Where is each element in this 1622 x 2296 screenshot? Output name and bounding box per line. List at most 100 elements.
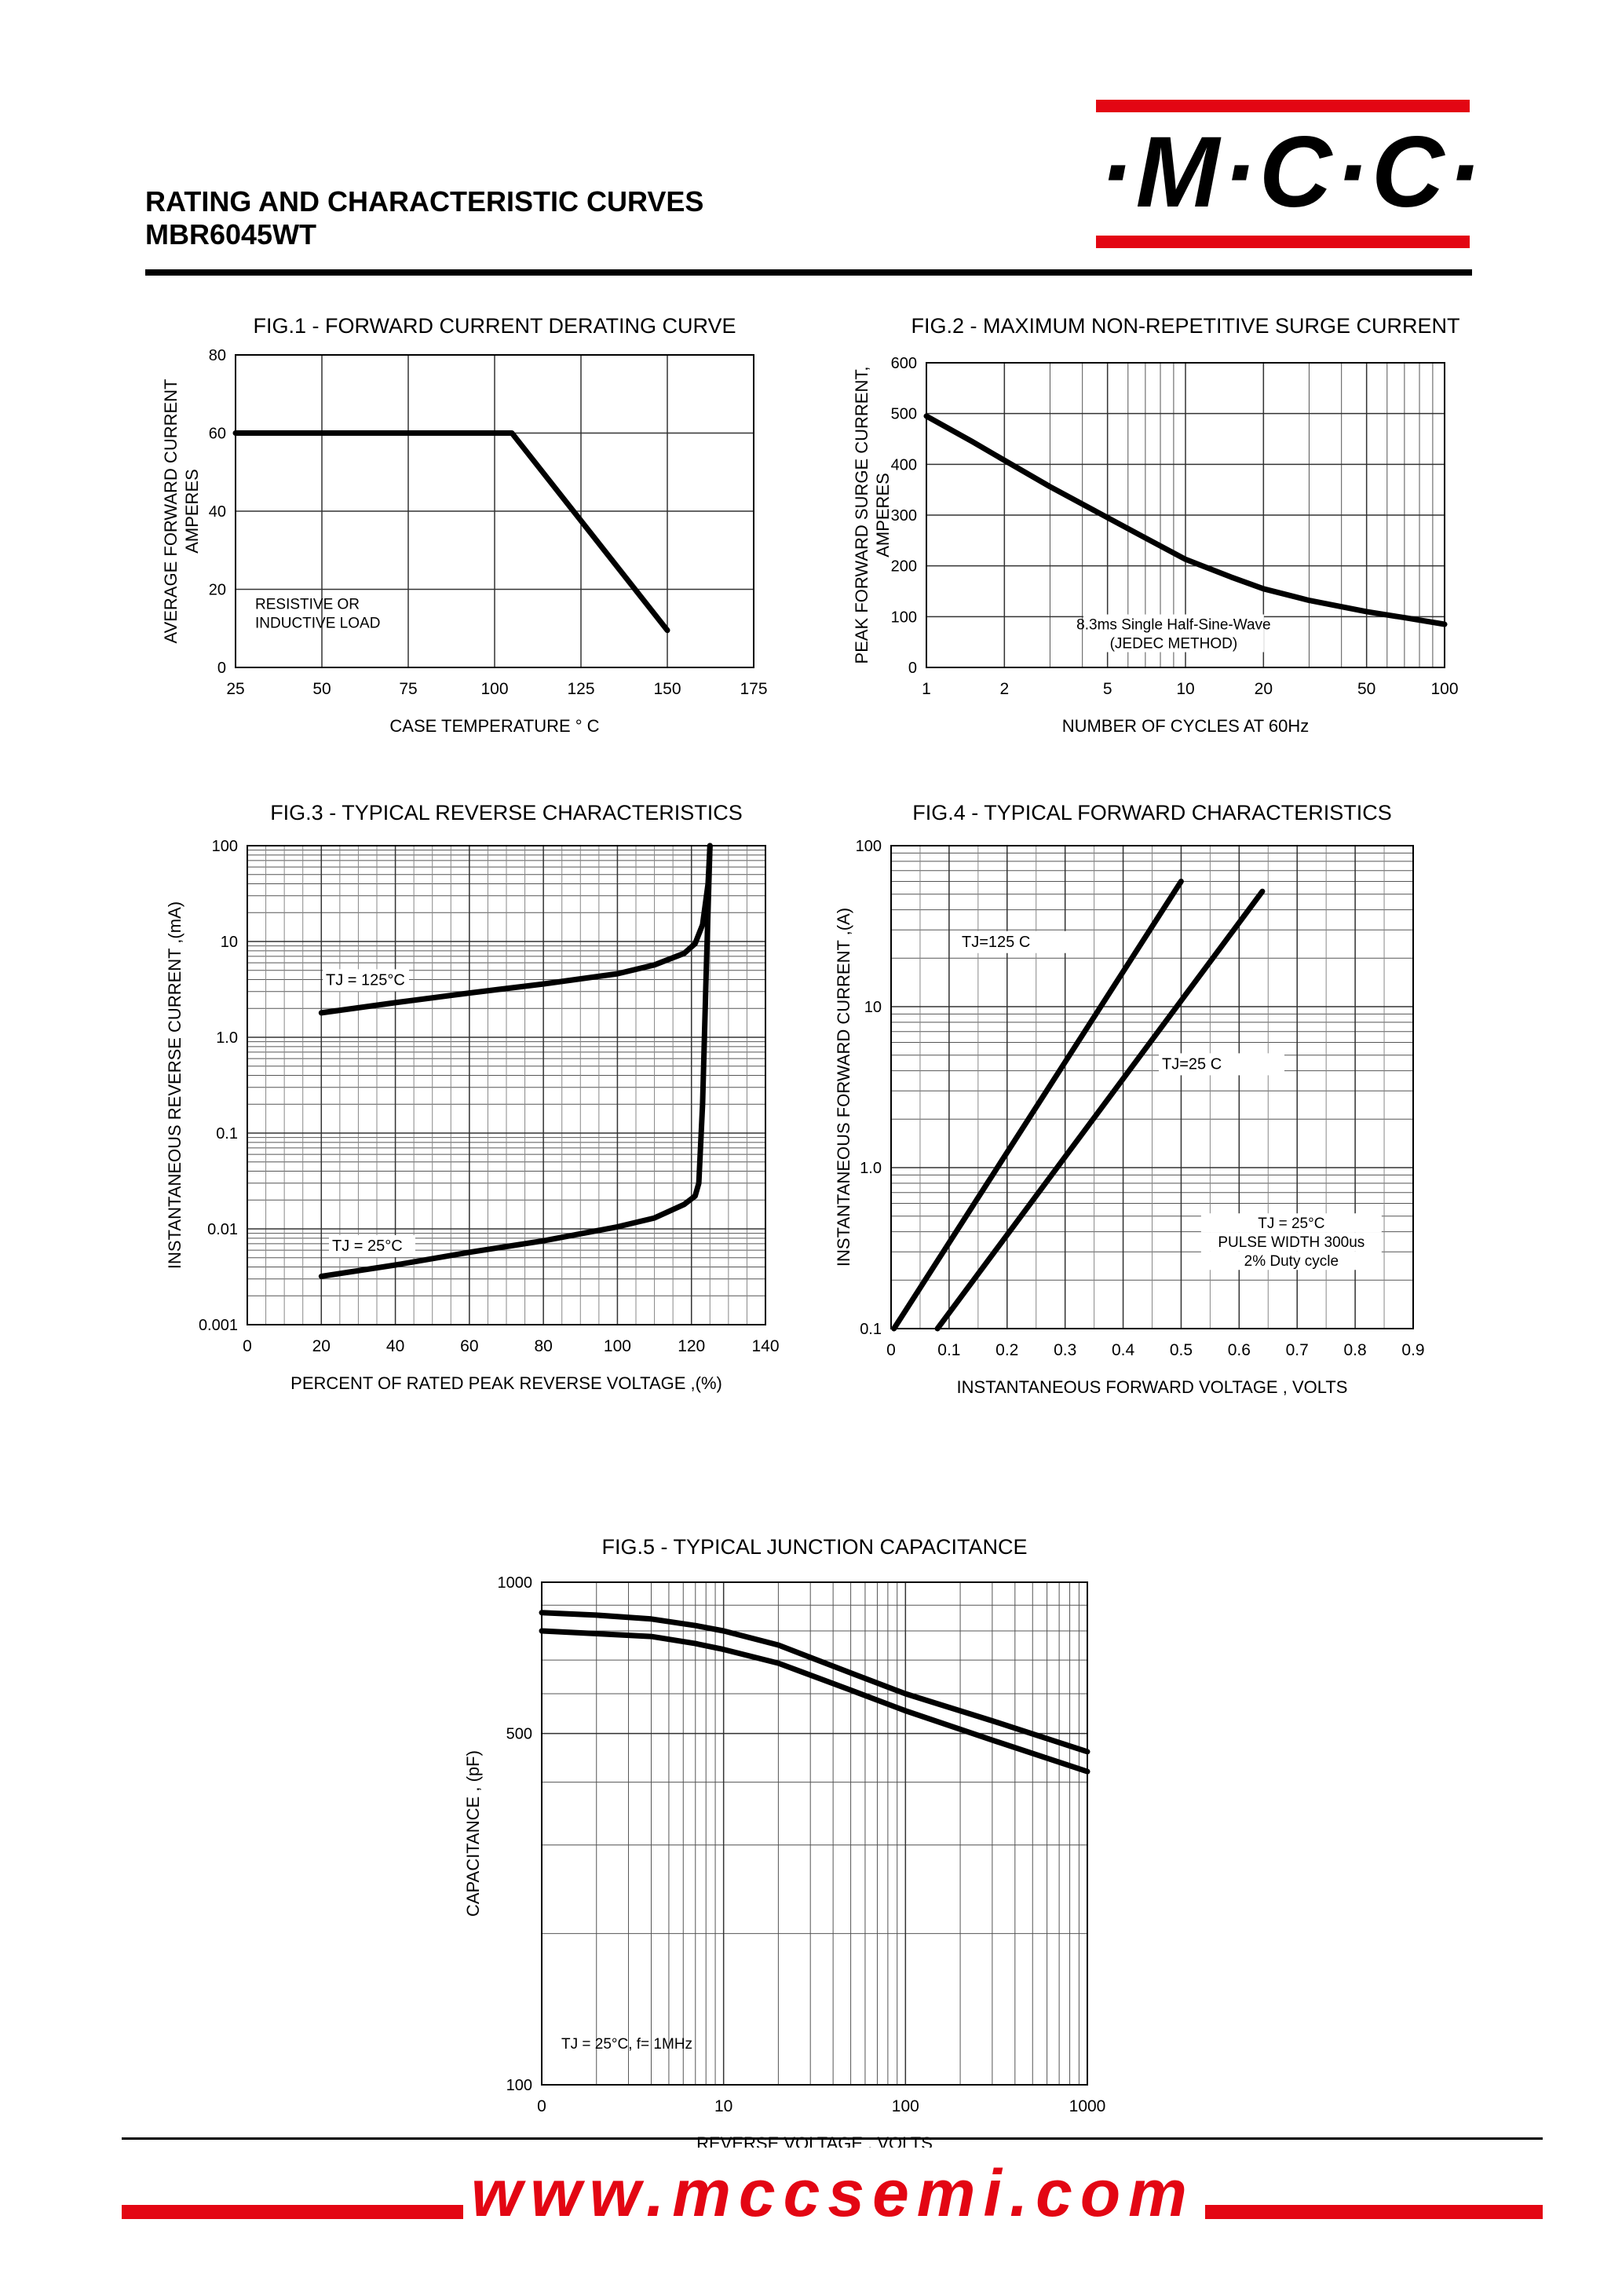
y-axis-label-line1: AVERAGE FORWARD CURRENT xyxy=(161,379,181,644)
x-tick-label: 0.3 xyxy=(1054,1341,1076,1359)
x-axis-label: PERCENT OF RATED PEAK REVERSE VOLTAGE ,(… xyxy=(290,1373,722,1393)
x-tick-label: 2 xyxy=(999,680,1009,698)
chart-annotation: PULSE WIDTH 300us xyxy=(1218,1234,1364,1251)
footer-divider xyxy=(122,2137,1543,2140)
footer-right-bar xyxy=(1205,2205,1543,2219)
logo-bottom-bar xyxy=(1096,236,1470,248)
y-tick-label: 1.0 xyxy=(216,1029,238,1047)
chart-title: FIG.2 - MAXIMUM NON-REPETITIVE SURGE CUR… xyxy=(911,314,1459,338)
x-tick-label: 40 xyxy=(386,1337,404,1355)
chart-annotation: TJ = 25°C, f= 1MHz xyxy=(561,2036,692,2053)
y-tick-label: 200 xyxy=(891,558,917,576)
x-tick-label: 0.5 xyxy=(1170,1341,1193,1359)
series-line xyxy=(539,1610,1090,1755)
x-tick-label: 175 xyxy=(740,680,767,698)
x-tick-label: 150 xyxy=(653,680,681,698)
x-tick-label: 100 xyxy=(892,2097,919,2115)
annotation-bg xyxy=(1200,1213,1382,1233)
chart-title: FIG.3 - TYPICAL REVERSE CHARACTERISTICS xyxy=(270,801,743,824)
x-tick-label: 10 xyxy=(714,2097,732,2115)
chart-title: FIG.1 - FORWARD CURRENT DERATING CURVE xyxy=(253,314,736,338)
y-tick-label: 1.0 xyxy=(860,1160,882,1177)
y-tick-label: 600 xyxy=(891,355,917,372)
plot-frame xyxy=(541,1581,1088,2086)
chart-annotation: 2% Duty cycle xyxy=(1244,1253,1339,1270)
y-tick-label: 0.1 xyxy=(216,1125,238,1143)
x-tick-label: 0.2 xyxy=(995,1341,1018,1359)
x-tick-label: 75 xyxy=(399,680,417,698)
y-axis-label: INSTANTANEOUS FORWARD CURRENT ,(A) xyxy=(834,908,853,1267)
x-tick-label: 25 xyxy=(226,680,244,698)
x-tick-label: 1 xyxy=(922,680,931,698)
plot-frame xyxy=(926,362,1445,668)
x-tick-label: 0 xyxy=(243,1337,252,1355)
y-tick-label: 300 xyxy=(891,507,917,525)
y-axis-label: INSTANTANEOUS REVERSE CURRENT ,(mA) xyxy=(165,901,184,1269)
y-tick-label: 400 xyxy=(891,456,917,473)
y-tick-label: 80 xyxy=(209,347,226,364)
series-line xyxy=(891,879,1184,1332)
y-tick-label: 100 xyxy=(506,2077,532,2094)
y-tick-label: 100 xyxy=(856,838,882,855)
annotation-bg xyxy=(1083,614,1264,634)
series-label: TJ = 25°C xyxy=(332,1238,403,1255)
y-tick-label: 10 xyxy=(864,999,882,1016)
series-line xyxy=(539,1628,1090,1775)
chart-title: FIG.4 - TYPICAL FORWARD CHARACTERISTICS xyxy=(912,801,1392,824)
y-tick-label: 500 xyxy=(891,406,917,423)
x-tick-label: 140 xyxy=(751,1337,779,1355)
x-tick-label: 0.9 xyxy=(1401,1341,1424,1359)
x-tick-label: 1000 xyxy=(1069,2097,1106,2115)
chart-fig3: FIG.3 - TYPICAL REVERSE CHARACTERISTICS 0… xyxy=(165,801,780,1393)
x-tick-label: 120 xyxy=(678,1337,705,1355)
header-divider xyxy=(145,269,1472,276)
x-tick-label: 0.1 xyxy=(937,1341,960,1359)
logo-top-bar xyxy=(1096,100,1470,112)
series-line xyxy=(318,843,713,1016)
y-tick-label: 100 xyxy=(212,838,238,855)
series-label: TJ = 125°C xyxy=(326,971,405,989)
footer-url[interactable]: www.mccsemi.com xyxy=(471,2156,1195,2230)
x-tick-label: 20 xyxy=(312,1337,331,1355)
x-tick-label: 0.8 xyxy=(1344,1341,1367,1359)
series-label: TJ=125 C xyxy=(962,934,1030,951)
series-line xyxy=(318,843,713,1279)
x-tick-label: 10 xyxy=(1176,680,1194,698)
page-title-line2: MBR6045WT xyxy=(145,218,317,250)
chart-fig1: FIG.1 - FORWARD CURRENT DERATING CURVE 25… xyxy=(161,314,768,736)
series-line xyxy=(934,888,1266,1332)
annotation-bg xyxy=(1200,1232,1382,1252)
page-title-line1: RATING AND CHARACTERISTIC CURVES xyxy=(145,185,704,218)
chart-annotation: RESISTIVE OR xyxy=(255,596,360,612)
plot-frame xyxy=(247,845,766,1325)
x-tick-label: 0.7 xyxy=(1286,1341,1309,1359)
annotation-bg xyxy=(1200,1251,1382,1270)
y-tick-label: 500 xyxy=(506,1726,532,1743)
plot-frame xyxy=(890,845,1414,1329)
series-label-bg xyxy=(959,930,1084,953)
y-tick-label: 10 xyxy=(221,934,238,951)
y-tick-label: 0.001 xyxy=(199,1317,238,1334)
plot-frame xyxy=(235,354,754,668)
mcc-logo: ·M·C·C· xyxy=(1099,118,1481,228)
x-tick-label: 100 xyxy=(604,1337,631,1355)
series-label-bg xyxy=(329,1234,415,1257)
chart-annotation: (JEDEC METHOD) xyxy=(1110,636,1238,653)
x-tick-label: 5 xyxy=(1103,680,1112,698)
chart-annotation: 8.3ms Single Half-Sine-Wave xyxy=(1076,617,1270,634)
x-axis-label: REVERSE VOLTAGE , VOLTS xyxy=(696,2133,933,2148)
chart-annotation: INDUCTIVE LOAD xyxy=(255,615,380,631)
x-tick-label: 100 xyxy=(1430,680,1458,698)
annotation-bg xyxy=(1083,633,1264,653)
y-tick-label: 100 xyxy=(891,609,917,626)
logo-text: ·M·C·C· xyxy=(1099,116,1484,229)
footer-left-bar xyxy=(122,2205,463,2219)
x-tick-label: 0 xyxy=(886,1341,896,1359)
x-tick-label: 50 xyxy=(1357,680,1375,698)
y-tick-label: 0 xyxy=(217,660,226,677)
x-tick-label: 60 xyxy=(460,1337,478,1355)
series-label-bg xyxy=(1159,1053,1284,1076)
x-tick-label: 80 xyxy=(534,1337,552,1355)
x-tick-label: 0.4 xyxy=(1112,1341,1135,1359)
y-tick-label: 40 xyxy=(209,503,226,521)
